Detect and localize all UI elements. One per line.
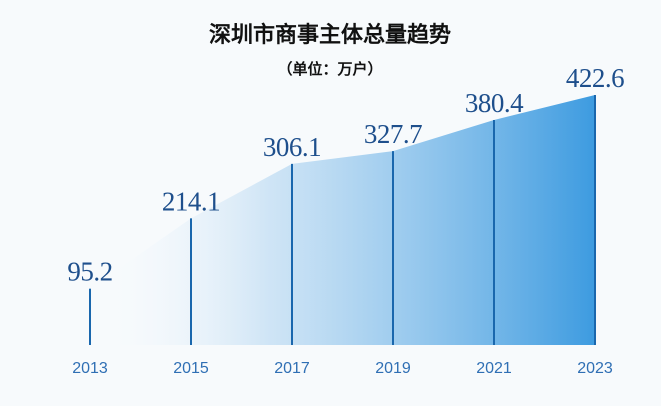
value-label: 95.2 [67, 257, 112, 287]
value-label: 422.6 [566, 63, 624, 93]
x-tick-label: 2021 [476, 360, 512, 377]
value-label: 380.4 [465, 88, 524, 118]
value-label: 306.1 [263, 132, 321, 162]
x-tick-label: 2013 [72, 360, 108, 377]
x-tick-label: 2017 [274, 360, 310, 377]
x-tick-label: 2023 [577, 360, 613, 377]
chart-subtitle: （单位：万户） [277, 60, 382, 78]
value-label: 214.1 [162, 186, 220, 216]
x-tick-label: 2015 [173, 360, 209, 377]
area [90, 95, 595, 345]
value-label: 327.7 [364, 119, 422, 149]
x-tick-label: 2019 [375, 360, 411, 377]
chart-title: 深圳市商事主体总量趋势 [209, 22, 451, 48]
